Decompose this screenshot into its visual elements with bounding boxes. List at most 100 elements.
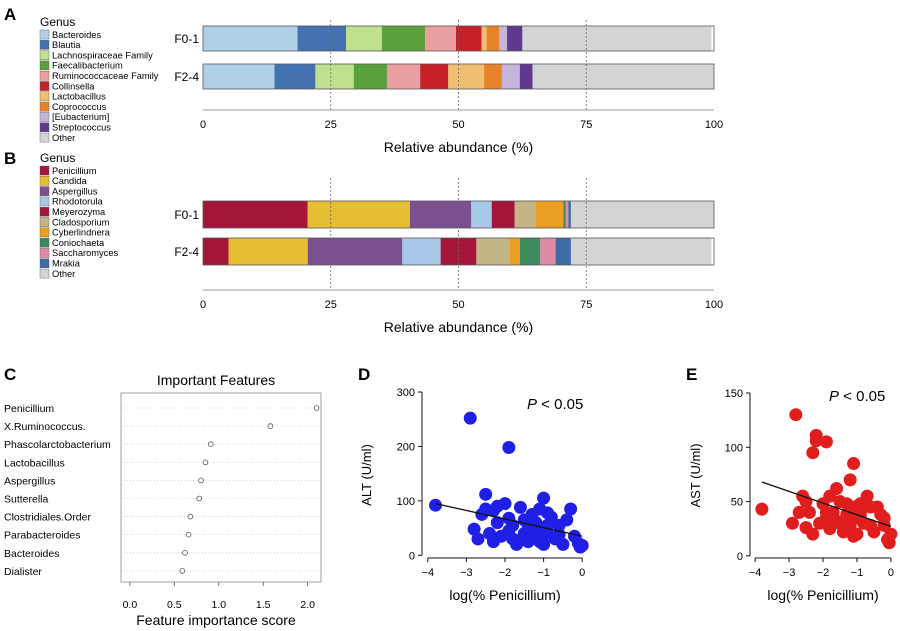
bar-segment-eubacterium-f2-4	[501, 64, 520, 89]
data-point	[564, 502, 578, 516]
feature-label-bacteroides: Bacteroides	[4, 548, 59, 560]
legend-label-blautia: Blautia	[52, 40, 81, 50]
legend-label-coprococcus: Coprococcus	[52, 102, 107, 112]
bar-segment-candida-f2-4	[228, 238, 308, 265]
bar-segment-blautia-f0-1	[297, 26, 347, 51]
legend-swatch-coprococcus	[39, 101, 50, 112]
data-point	[819, 505, 833, 519]
legend-label-other: Other	[52, 133, 75, 143]
data-point	[867, 525, 881, 539]
legend-label-faecalibacterium: Faecalibacterium	[52, 61, 123, 71]
data-point	[560, 513, 574, 527]
bar-segment-faecalibacterium-f2-4	[353, 64, 387, 89]
bar-segment-bacteroides-f0-1	[203, 26, 298, 51]
legend-swatch-eubacterium	[39, 112, 50, 122]
bar-segment-ruminococcaceae-family-f0-1	[425, 26, 456, 51]
data-point	[575, 538, 589, 552]
legend-title: Genus	[40, 15, 75, 29]
bar-segment-eubacterium-f0-1	[499, 26, 508, 51]
x-tick-label-1: 0.5	[167, 599, 182, 611]
feature-label-aspergillus: Aspergillus	[4, 475, 55, 487]
bar-segment-saccharomyces-f0-1	[565, 201, 569, 228]
feature-point-x-ruminococcus	[267, 423, 274, 429]
bar-segment-cyberlindnera-f2-4	[509, 238, 520, 265]
data-point	[521, 518, 535, 532]
x-tick-label-2: 1.0	[211, 599, 226, 611]
data-point	[540, 506, 554, 520]
x-tick-label-0: 0	[579, 567, 585, 579]
legend-swatch-bacteroides	[39, 29, 50, 40]
x-tick-label-25: 25	[325, 119, 337, 131]
data-point	[537, 491, 551, 505]
regression-line	[435, 502, 583, 537]
legend-label-lachnospiraceae-family: Lachnospiraceae Family	[52, 50, 153, 60]
legend-swatch-other	[39, 132, 50, 143]
y-tick-label-100: 100	[725, 442, 743, 454]
x-tick-label--2: −2	[817, 567, 830, 579]
legend-swatch-other	[39, 268, 50, 279]
legend-swatch-lachnospiraceae-family	[39, 50, 50, 60]
y-tick-label-150: 150	[725, 388, 743, 400]
legend-label-penicillium: Penicillium	[52, 166, 97, 176]
bar-segment-mrakia-f0-1	[568, 201, 571, 228]
bar-segment-mrakia-f2-4	[555, 238, 571, 265]
legend-swatch-blautia	[39, 40, 50, 50]
bar-segment-other-f2-4	[532, 64, 714, 89]
p-value-annotation: P < 0.05	[527, 396, 583, 413]
feature-label-lactobacillus: Lactobacillus	[4, 457, 65, 469]
bar-segment-streptococcus-f0-1	[507, 26, 523, 51]
data-point	[490, 516, 504, 530]
bar-segment-ruminococcaceae-family-f2-4	[386, 64, 421, 89]
bar-segment-cyberlindnera-f0-1	[535, 201, 564, 228]
legend-swatch-rhodotorula	[39, 196, 50, 207]
data-point	[467, 522, 481, 536]
data-point	[513, 500, 527, 514]
data-point	[830, 482, 844, 496]
bar-segment-streptococcus-f2-4	[519, 64, 533, 89]
data-point	[819, 435, 833, 449]
x-tick-label--4: −4	[749, 567, 762, 579]
y-tick-label-0: 0	[409, 550, 415, 562]
x-tick-label-0: 0	[200, 119, 206, 131]
panel-letter-c: C	[4, 365, 16, 384]
x-tick-label--2: −2	[499, 567, 512, 579]
bar-segment-other-f2-4	[570, 238, 712, 265]
data-point	[806, 527, 820, 541]
bar-segment-collinsella-f2-4	[420, 64, 449, 89]
x-axis-title: log(% Penicillium)	[767, 587, 878, 603]
bar-label-f2-4: F2-4	[174, 245, 199, 259]
data-point	[785, 516, 799, 530]
y-tick-label-50: 50	[731, 497, 743, 509]
bar-segment-saccharomyces-f2-4	[540, 238, 556, 265]
legend-label-ruminococcaceae-family: Ruminococcaceae Family	[52, 71, 159, 81]
x-tick-label-100: 100	[705, 299, 723, 311]
feature-point-bacteroides	[182, 549, 188, 556]
x-tick-label-75: 75	[580, 299, 592, 311]
bar-segment-lachnospiraceae-family-f2-4	[315, 64, 354, 89]
panel-d: 0 100 200 300 −4 −3 −2 −1 0 log(% Penicillium) ALT…	[359, 387, 589, 603]
legend-swatch-faecalibacterium	[39, 60, 50, 71]
y-tick-label-200: 200	[397, 441, 415, 453]
bar-segment-faecalibacterium-f0-1	[381, 26, 426, 51]
regression-line	[761, 481, 892, 528]
x-tick-label-0: 0	[888, 567, 894, 579]
bar-segment-lactobacillus-f0-1	[481, 26, 487, 51]
y-tick-label-100: 100	[397, 496, 415, 508]
data-point	[429, 498, 443, 512]
legend-label-cladosporium: Cladosporium	[52, 217, 110, 227]
feature-point-lactobacillus	[202, 459, 209, 466]
bar-segment-aspergillus-f0-1	[409, 201, 472, 228]
panel-b: GenusPenicilliumCandidaAspergillusRhodot…	[39, 151, 723, 335]
y-tick-label-0: 0	[737, 551, 743, 563]
legend-swatch-meyerozyma	[39, 206, 50, 217]
legend-swatch-penicillium	[39, 165, 50, 176]
panel-letter-e: E	[686, 365, 697, 384]
bar-segment-coniochaeta-f0-1	[563, 201, 566, 228]
bar-segment-cladosporium-f0-1	[514, 201, 536, 228]
feature-label-x-ruminococcus: X.Ruminococcus.	[4, 421, 86, 433]
x-axis-title: Relative abundance (%)	[384, 139, 533, 155]
legend-label-collinsella: Collinsella	[52, 81, 95, 91]
panel-letter-d: D	[358, 365, 370, 384]
